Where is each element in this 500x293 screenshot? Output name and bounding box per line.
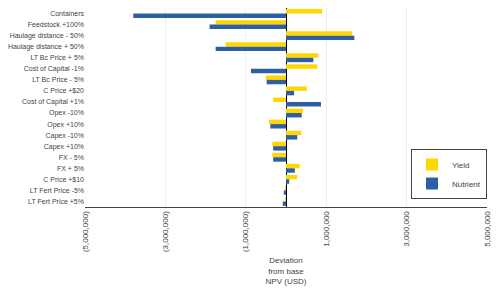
svg-text:LT Bc Price + 5%: LT Bc Price + 5% <box>30 54 84 61</box>
svg-text:Opex -10%: Opex -10% <box>49 109 84 117</box>
svg-text:(3,000,000): (3,000,000) <box>161 211 170 252</box>
svg-text:Haulage distance + 50%: Haulage distance + 50% <box>8 43 84 51</box>
svg-text:C Price +$10: C Price +$10 <box>43 176 84 183</box>
svg-text:LT Fert Price -5%: LT Fert Price -5% <box>30 187 84 194</box>
svg-text:Nutrient: Nutrient <box>452 180 481 189</box>
svg-text:FX - 5%: FX - 5% <box>59 154 84 161</box>
svg-text:Cost of Capital +1%: Cost of Capital +1% <box>22 98 84 106</box>
svg-text:Yield: Yield <box>452 161 470 170</box>
svg-text:LT Bc Price - 5%: LT Bc Price - 5% <box>32 76 84 83</box>
svg-text:Cost of Capital -1%: Cost of Capital -1% <box>24 65 84 73</box>
svg-text:Containers: Containers <box>50 10 84 17</box>
svg-text:LT Fert Price +5%: LT Fert Price +5% <box>28 198 84 205</box>
svg-text:Opex +10%: Opex +10% <box>47 121 84 129</box>
svg-text:3,000,000: 3,000,000 <box>402 211 411 247</box>
svg-text:FX + 5%: FX + 5% <box>57 165 84 172</box>
svg-text:Capex -10%: Capex -10% <box>45 132 84 140</box>
svg-text:5,000,000: 5,000,000 <box>483 211 492 247</box>
svg-text:Deviationfrom baseNPV (USD): Deviationfrom baseNPV (USD) <box>266 256 307 286</box>
svg-text:(1,000,000): (1,000,000) <box>241 211 250 252</box>
svg-text:1,000,000: 1,000,000 <box>322 211 331 247</box>
svg-text:C Price +$20: C Price +$20 <box>43 87 84 94</box>
svg-text:Haulage distance - 50%: Haulage distance - 50% <box>10 32 84 40</box>
svg-text:Feedstock +100%: Feedstock +100% <box>28 21 84 28</box>
svg-text:Capex +10%: Capex +10% <box>44 143 84 151</box>
svg-text:(5,000,000): (5,000,000) <box>81 211 90 252</box>
